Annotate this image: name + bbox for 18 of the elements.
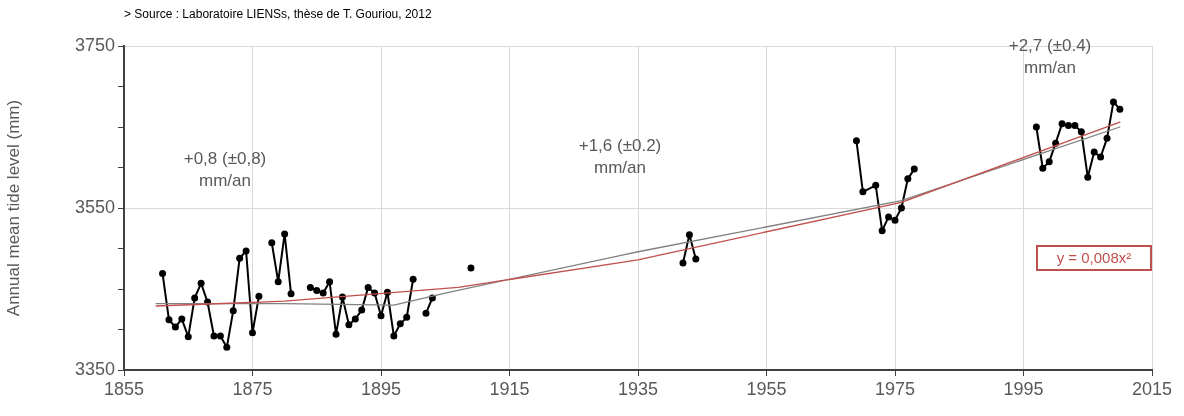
- x-tick-label: 1975: [874, 378, 916, 399]
- x-tick-label: 1895: [360, 378, 402, 399]
- x-tick-label: 1855: [103, 378, 145, 399]
- y-axis-title: Annual mean tide level (mm): [3, 99, 23, 317]
- y-tick-label: 3750: [74, 34, 115, 55]
- annotation: +1,6 (±0.2) mm/an: [577, 135, 663, 179]
- y-tick-label: 3350: [74, 358, 115, 379]
- y-tick-label: 3550: [74, 196, 115, 217]
- x-tick-label: 1935: [617, 378, 659, 399]
- text: > Source : Laboratoire LIENSs, thèse de T. Gouriou, 2012: [124, 6, 433, 23]
- annotation: +0,8 (±0,8) mm/an: [182, 148, 268, 192]
- x-tick-label: 1995: [1003, 378, 1044, 399]
- annotation: +2,7 (±0.4) mm/an: [1007, 35, 1093, 79]
- x-tick-label: 1915: [489, 378, 530, 399]
- x-tick-label: 2015: [1131, 378, 1173, 399]
- x-tick-label: 1955: [746, 378, 787, 399]
- x-tick-label: 1875: [232, 378, 273, 399]
- annotation: y = 0,008x²: [1036, 245, 1152, 271]
